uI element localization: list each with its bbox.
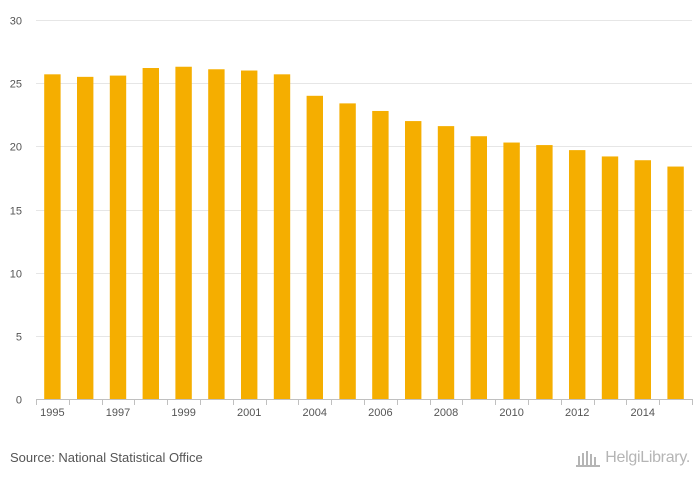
x-tick-label: 2004: [303, 407, 327, 419]
bars: [44, 66, 684, 400]
bar-2011[interactable]: [536, 145, 553, 399]
bar-1995[interactable]: [44, 74, 61, 399]
x-tick-label: 1999: [171, 407, 195, 419]
bar-2005[interactable]: [339, 103, 356, 399]
x-tick-label: 1997: [106, 407, 130, 419]
bar-2001[interactable]: [241, 70, 258, 399]
x-tick-label: 2012: [565, 407, 589, 419]
x-axis: [36, 399, 693, 405]
gridlines: [36, 20, 692, 337]
y-tick-label: 0: [16, 395, 22, 407]
source-note: Source: National Statistical Office: [10, 450, 203, 465]
x-axis-ticks: 1995 1997 1999 2001 2004 2006 2008 2010 2012 2014: [40, 407, 655, 419]
x-tick-label: 2001: [237, 407, 261, 419]
y-tick-label: 25: [10, 79, 22, 91]
y-tick-label: 20: [10, 142, 22, 154]
bar-2008[interactable]: [437, 126, 455, 400]
x-tick-label: 2010: [499, 407, 523, 419]
bar-1997[interactable]: [109, 75, 127, 399]
bar-1996[interactable]: [77, 76, 94, 399]
bar-2014[interactable]: [634, 160, 651, 399]
chart: 0 5 10 15 20 25 30 1995 1997 1999 2001 2004 2006 200…: [10, 16, 693, 419]
library-icon: [576, 451, 601, 467]
brand-name: HelgiLibrary.: [605, 449, 690, 466]
y-tick-label: 30: [10, 16, 22, 28]
y-tick-label: 15: [10, 206, 22, 218]
bar-2002[interactable]: [273, 74, 291, 399]
x-tick-label: 2008: [434, 407, 458, 419]
brand-logo[interactable]: HelgiLibrary.: [575, 448, 690, 468]
bar-2000[interactable]: [208, 69, 225, 400]
x-tick-label: 2006: [368, 407, 392, 419]
bar-2007[interactable]: [405, 121, 422, 399]
bar-2013[interactable]: [601, 156, 619, 399]
bar-2012[interactable]: [569, 150, 586, 399]
bar-1998[interactable]: [142, 68, 159, 399]
x-tick-label: 2014: [631, 407, 655, 419]
y-tick-label: 10: [10, 269, 22, 281]
y-axis-ticks: 0 5 10 15 20 25 30: [10, 16, 22, 407]
x-tick-label: 1995: [40, 407, 64, 419]
bar-2010[interactable]: [503, 142, 520, 400]
y-tick-label: 5: [16, 332, 22, 344]
bar-1999[interactable]: [175, 66, 192, 400]
bar-2009[interactable]: [470, 136, 487, 400]
bar-2015[interactable]: [667, 166, 684, 399]
bar-2004[interactable]: [306, 95, 323, 400]
bar-2006[interactable]: [372, 110, 389, 400]
